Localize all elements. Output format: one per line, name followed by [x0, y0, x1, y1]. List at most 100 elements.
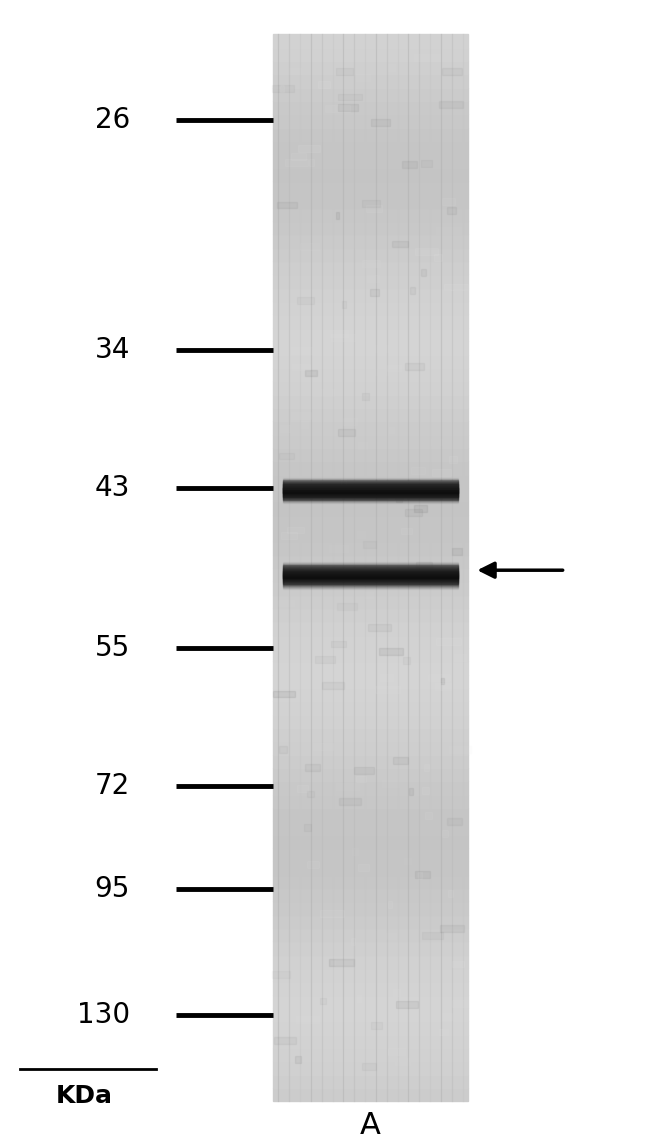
Bar	[283, 579, 458, 582]
Bar	[273, 421, 468, 435]
Bar	[291, 412, 311, 419]
Bar	[283, 576, 458, 580]
Bar	[354, 767, 374, 774]
Bar	[273, 541, 468, 554]
Bar	[283, 575, 458, 579]
Bar	[337, 429, 356, 436]
Bar	[343, 301, 346, 308]
Bar	[357, 532, 365, 538]
Bar	[409, 789, 413, 796]
Bar	[287, 527, 304, 534]
Bar	[371, 119, 391, 126]
Bar	[332, 334, 355, 341]
Bar	[283, 566, 458, 569]
Bar	[273, 647, 468, 661]
Bar	[392, 241, 408, 248]
Bar	[273, 1062, 468, 1075]
Bar	[283, 483, 458, 487]
Bar	[410, 287, 415, 294]
Bar	[273, 968, 468, 982]
Bar	[283, 481, 458, 484]
Bar	[283, 568, 458, 572]
Bar	[273, 168, 468, 181]
Bar	[273, 821, 468, 835]
Bar	[273, 194, 468, 208]
Text: KDa: KDa	[56, 1084, 113, 1108]
Bar	[273, 675, 468, 688]
Bar	[273, 461, 468, 474]
Bar	[273, 608, 468, 621]
Bar	[356, 75, 370, 82]
Bar	[424, 763, 430, 770]
Bar	[368, 625, 391, 631]
Bar	[273, 635, 468, 647]
Bar	[273, 155, 468, 168]
Bar	[283, 496, 458, 499]
Bar	[322, 682, 344, 689]
Bar	[283, 573, 458, 576]
Bar	[273, 34, 468, 48]
Bar	[283, 488, 458, 491]
Bar	[273, 742, 468, 754]
Bar	[402, 658, 410, 665]
Text: A: A	[360, 1110, 381, 1140]
Bar	[283, 494, 458, 497]
Bar	[436, 227, 462, 234]
Bar	[313, 389, 334, 396]
Bar	[283, 490, 458, 494]
Bar	[273, 688, 468, 701]
Bar	[335, 212, 339, 219]
Bar	[273, 595, 468, 608]
Bar	[273, 115, 468, 127]
Bar	[300, 243, 318, 250]
Bar	[449, 746, 471, 753]
Bar	[306, 765, 320, 771]
Bar	[273, 234, 468, 248]
Bar	[292, 364, 310, 371]
Bar	[273, 782, 468, 794]
Bar	[421, 269, 426, 276]
Bar	[307, 791, 314, 798]
Bar	[283, 482, 458, 486]
Bar	[283, 479, 458, 482]
Bar	[283, 565, 458, 568]
Bar	[283, 498, 458, 502]
Bar	[283, 580, 458, 583]
Bar	[273, 889, 468, 901]
Bar	[274, 1037, 296, 1044]
Bar	[283, 569, 458, 573]
Bar	[283, 478, 458, 481]
Bar	[422, 932, 443, 939]
Text: 43: 43	[95, 474, 130, 502]
Bar	[273, 1088, 468, 1101]
Bar	[301, 420, 309, 427]
Bar	[274, 691, 295, 698]
Bar	[388, 1048, 405, 1055]
Bar	[273, 661, 468, 675]
Bar	[273, 381, 468, 395]
Bar	[362, 201, 380, 208]
Bar	[273, 754, 468, 768]
Bar	[444, 284, 468, 290]
Bar	[436, 638, 461, 645]
Bar	[278, 202, 296, 209]
Bar	[283, 480, 458, 483]
Bar	[380, 675, 393, 682]
Bar	[300, 569, 304, 576]
Bar	[283, 581, 458, 584]
Bar	[273, 768, 468, 782]
Bar	[283, 480, 458, 483]
Bar	[424, 812, 432, 819]
Bar	[273, 87, 468, 101]
Bar	[452, 1000, 468, 1007]
Bar	[441, 677, 444, 684]
Bar	[273, 848, 468, 861]
Bar	[295, 1056, 300, 1063]
Bar	[360, 651, 370, 658]
Bar	[370, 289, 379, 296]
Bar	[306, 370, 317, 377]
Text: 26: 26	[95, 107, 130, 134]
Bar	[283, 496, 458, 499]
Bar	[366, 204, 382, 211]
Bar	[273, 181, 468, 194]
